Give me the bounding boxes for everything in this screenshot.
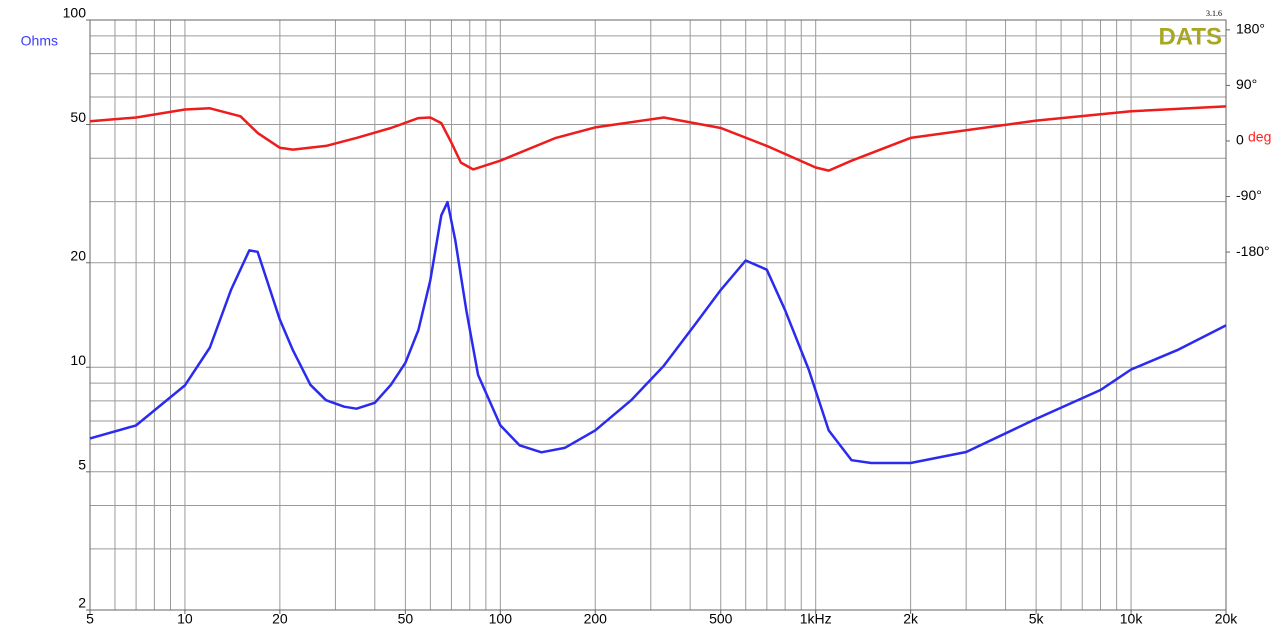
x-tick-label: 20k (1215, 611, 1239, 627)
x-tick-label: 500 (709, 611, 733, 627)
y-tick-label: 2 (78, 595, 86, 611)
x-tick-label: 5 (86, 611, 94, 627)
x-tick-label: 5k (1029, 611, 1045, 627)
y2-tick-label: 90° (1236, 76, 1257, 92)
x-tick-label: 10 (177, 611, 193, 627)
y2-tick-label: 180° (1236, 21, 1265, 37)
y-tick-label: 10 (70, 352, 86, 368)
series-line (89, 105, 1227, 172)
plot-frame (89, 19, 1227, 611)
x-tick-label: 100 (489, 611, 513, 627)
y2-tick-label: 0 (1236, 132, 1244, 148)
y-tick-label: 100 (63, 5, 87, 21)
y2-tick-label: -90° (1236, 187, 1262, 203)
x-tick-label: 50 (398, 611, 414, 627)
x-tick-label: 200 (584, 611, 608, 627)
y-tick-label: 5 (78, 457, 86, 473)
x-tick-label: 20 (272, 611, 288, 627)
x-tick-label: 2k (903, 611, 919, 627)
y2-tick-label: -180° (1236, 243, 1270, 259)
series-line (89, 200, 1227, 465)
y2-axis-label: deg (1248, 129, 1271, 145)
y-axis-label: Ohms (21, 33, 58, 49)
x-tick-label: 10k (1120, 611, 1144, 627)
y-tick-label: 50 (70, 109, 86, 125)
version: 3.1.6 (1206, 9, 1222, 18)
x-tick-label: 1kHz (800, 611, 832, 627)
logo: DATS (1158, 23, 1222, 50)
y-tick-label: 20 (70, 247, 86, 263)
